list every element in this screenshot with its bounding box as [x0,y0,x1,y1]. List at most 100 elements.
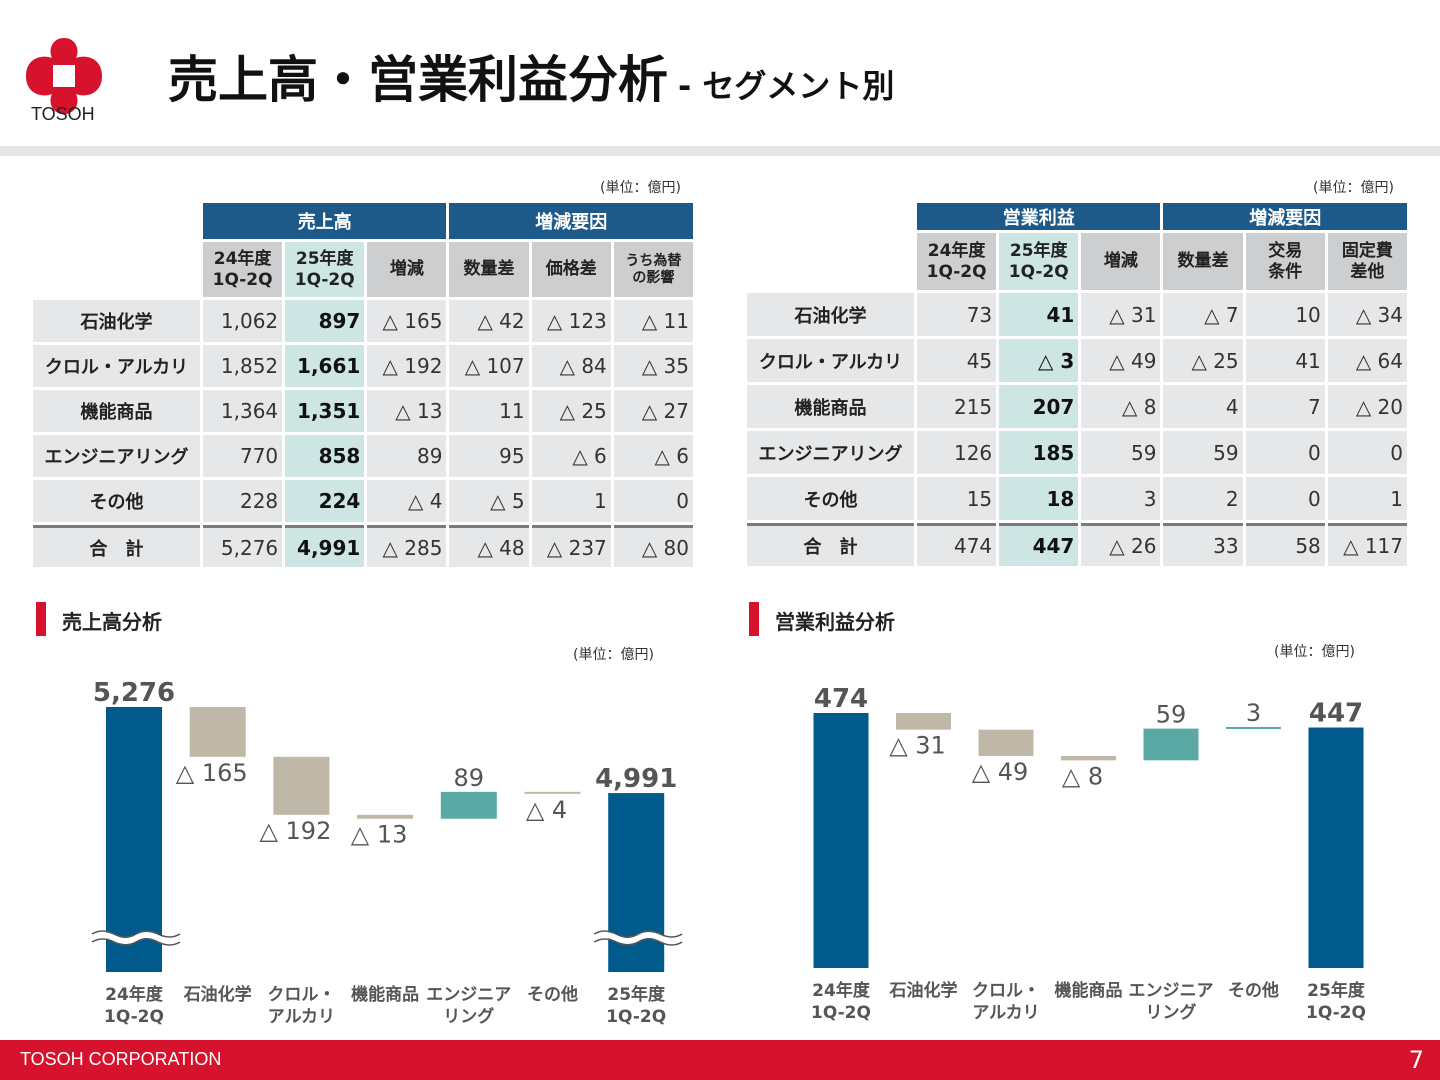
row-label: 合 計 [747,523,914,566]
tosoh-logo [26,38,102,114]
cell: △ 192 [367,345,447,387]
cell: △ 11 [613,300,693,342]
waterfall-bar [273,756,330,815]
table-row: 石油化学 1,062 897 △ 165 △ 42 △ 123 △ 11 [33,300,693,342]
category-label: リング [443,1006,494,1027]
category-label: リング [1146,1002,1197,1023]
cell: 474 [917,523,997,566]
waterfall-bar [1308,727,1364,968]
cell: 1,062 [203,300,283,342]
cell: 0 [1245,477,1325,520]
cell: 1 [1327,477,1407,520]
cell: △ 31 [1081,293,1161,336]
cell: △ 13 [367,390,447,432]
row-label: その他 [747,477,914,520]
cell: △ 3 [999,339,1079,382]
category-label: その他 [1228,980,1279,1001]
category-label: 24年度 [105,984,164,1005]
title-main: 売上高・営業利益分析 [168,51,668,109]
category-label: 24年度 [812,980,871,1001]
cell: 3 [1081,477,1161,520]
cell: △ 25 [1163,339,1243,382]
category-label: 機能商品 [351,984,419,1005]
row-label: 石油化学 [33,300,200,342]
cell: △ 285 [367,525,447,567]
column-header: 24年度 1Q-2Q [203,242,283,297]
cell: 4,991 [285,525,365,567]
table-row: 機能商品 1,364 1,351 △ 13 11 △ 25 △ 27 [33,390,693,432]
data-label: △ 8 [1062,762,1103,790]
waterfall-bar [440,791,497,819]
cell: △ 6 [613,435,693,477]
cell: 897 [285,300,365,342]
cell: △ 107 [449,345,529,387]
cell: 5,276 [203,525,283,567]
category-label: アルカリ [972,1003,1039,1023]
axis-break-icon [593,930,683,946]
cell: 11 [449,390,529,432]
cell: △ 4 [367,480,447,522]
group-header: 増減要因 [449,203,693,239]
data-label: △ 31 [889,732,946,760]
category-label: クロル・ [267,985,335,1005]
table-row: 機能商品 215 207 △ 8 4 7 △ 20 [747,385,1407,428]
data-label: 4,991 [595,764,677,794]
cell: 33 [1163,523,1243,566]
category-label: その他 [527,984,578,1005]
waterfall-bar [189,707,246,757]
profit-analysis-heading: 営業利益分析 [749,602,895,636]
cell: 0 [1245,431,1325,474]
row-label: 合 計 [33,525,200,567]
cell: 2 [1163,477,1243,520]
cell: △ 64 [1327,339,1407,382]
category-label: クロル・ [972,981,1040,1001]
row-label: エンジニアリング [33,435,200,477]
data-label: △ 13 [351,821,408,849]
data-label: 474 [814,684,868,714]
row-label: その他 [33,480,200,522]
category-label: 1Q-2Q [104,1007,164,1027]
column-header: 数量差 [1163,233,1243,290]
cell: 41 [1245,339,1325,382]
cell: 185 [999,431,1079,474]
cell: △ 123 [531,300,611,342]
logo-text: TOSOH [31,104,95,124]
sales-unit: (単位：億円) [600,180,681,196]
cell: 58 [1245,523,1325,566]
column-header: 24年度 1Q-2Q [917,233,997,290]
cell: △ 35 [613,345,693,387]
group-header: 売上高 [203,203,447,239]
waterfall-bar [896,713,951,730]
waterfall-bar [357,814,414,819]
table-row: 石油化学 73 41 △ 31 △ 7 10 △ 34 [747,293,1407,336]
table-row: エンジニアリング 126 185 59 59 0 0 [747,431,1407,474]
category-label: エンジニア [1129,981,1214,1001]
cell: 4 [1163,385,1243,428]
data-label: 89 [454,764,485,792]
waterfall-bar [524,791,581,794]
cell: 447 [999,523,1079,566]
category-label: エンジニア [426,985,511,1005]
column-header: 価格差 [531,242,611,297]
category-label: 石油化学 [183,984,252,1005]
table-row: クロル・アルカリ 1,852 1,661 △ 192 △ 107 △ 84 △ 35 [33,345,693,387]
group-header: 営業利益 [917,203,1161,230]
table-row: クロル・アルカリ 45 △ 3 △ 49 △ 25 41 △ 64 [747,339,1407,382]
data-label: 5,276 [93,678,175,708]
cell: △ 7 [1163,293,1243,336]
footer: TOSOH CORPORATION 7 [0,1040,1440,1080]
column-header: 固定費 差他 [1327,233,1407,290]
page-number: 7 [1408,1046,1424,1074]
cell: 0 [1327,431,1407,474]
cell: 89 [367,435,447,477]
data-label: △ 192 [259,817,331,845]
table-row: 合 計 474 447 △ 26 33 58 △ 117 [747,523,1407,566]
column-header: 増減 [1081,233,1161,290]
table-row: 合 計 5,276 4,991 △ 285 △ 48 △ 237 △ 80 [33,525,693,567]
data-label: 59 [1156,701,1187,729]
table-row: その他 15 18 3 2 0 1 [747,477,1407,520]
profit-unit: (単位：億円) [1313,180,1394,196]
cell: △ 84 [531,345,611,387]
